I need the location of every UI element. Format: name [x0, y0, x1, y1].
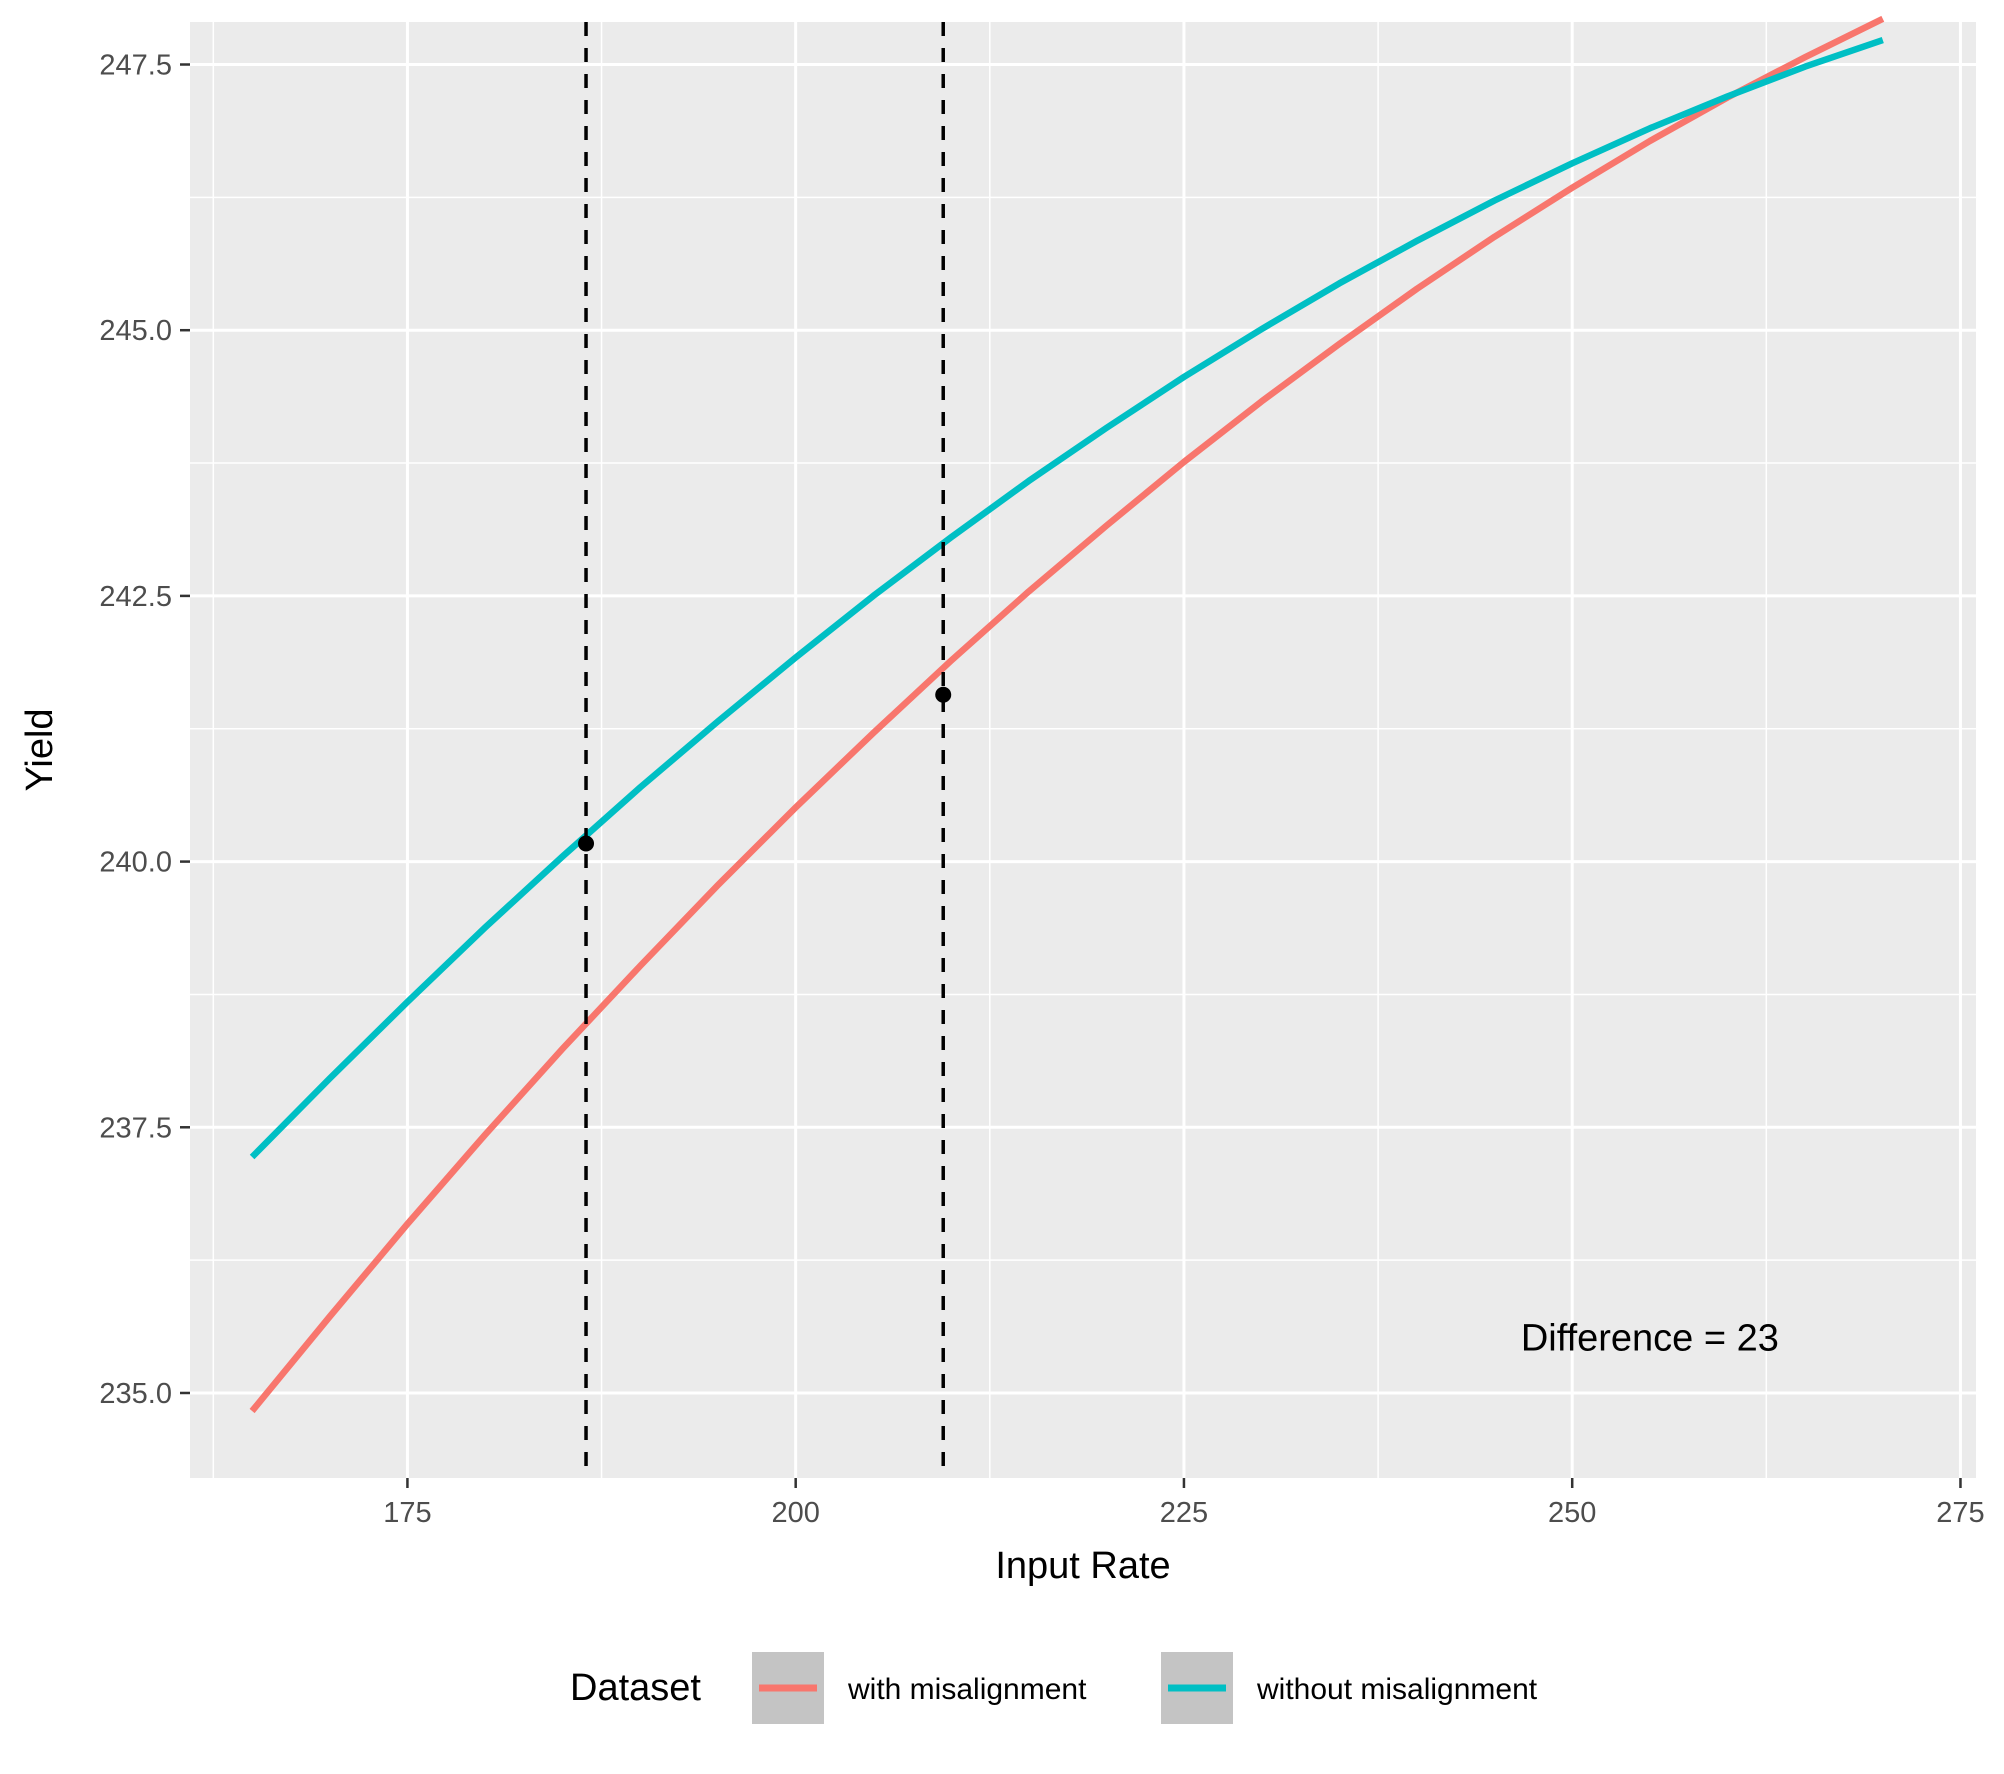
reference-lines: [584, 22, 945, 1478]
highlight-point: [935, 686, 952, 703]
y-tick-label: 242.5: [99, 581, 172, 613]
y-tick-label: 240.0: [99, 847, 172, 879]
highlight-point: [578, 835, 595, 852]
x-axis: 175 200 225 250 275: [383, 1478, 1985, 1529]
x-tick-label: 250: [1548, 1497, 1596, 1529]
y-tick-label: 235.0: [99, 1378, 172, 1410]
legend: Dataset with misalignment without misali…: [570, 1652, 1538, 1724]
series-line-without-misalignment: [249, 37, 1884, 1160]
x-tick-label: 175: [383, 1497, 431, 1529]
difference-annotation: Difference = 23: [1521, 1317, 1779, 1359]
legend-label-with-misalignment: with misalignment: [847, 1673, 1087, 1706]
x-tick-label: 275: [1936, 1497, 1984, 1529]
y-tick-label: 237.5: [99, 1112, 172, 1144]
series-line-with-misalignment: [249, 15, 1885, 1414]
grid-minor: [190, 22, 1976, 1478]
legend-title: Dataset: [570, 1667, 701, 1709]
x-axis-title: Input Rate: [995, 1545, 1170, 1587]
x-tick-label: 200: [771, 1497, 819, 1529]
y-tick-label: 247.5: [99, 50, 172, 82]
y-tick-label: 245.0: [99, 315, 172, 347]
legend-label-without-misalignment: without misalignment: [1256, 1673, 1538, 1706]
plot-panel: [190, 22, 1976, 1478]
y-axis-title: Yield: [19, 708, 61, 791]
y-axis: 235.0 237.5 240.0 242.5 245.0 247.5: [99, 50, 190, 1410]
highlight-points: [578, 686, 952, 852]
grid-major: [190, 22, 1976, 1478]
x-tick-label: 225: [1160, 1497, 1208, 1529]
series-lines: [249, 15, 1885, 1414]
